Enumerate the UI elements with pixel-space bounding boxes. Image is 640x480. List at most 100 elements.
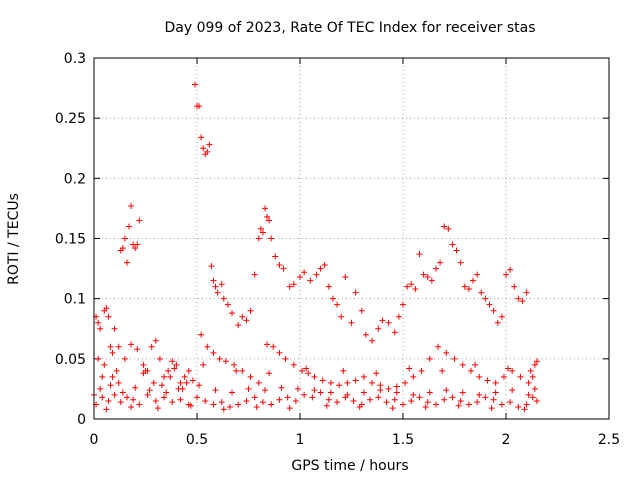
- data-point: [465, 286, 472, 293]
- data-point: [259, 399, 266, 406]
- data-point: [196, 103, 203, 110]
- data-point: [490, 396, 497, 403]
- data-point: [395, 313, 402, 320]
- data-point: [453, 247, 460, 254]
- data-point: [198, 331, 205, 338]
- data-point: [235, 401, 242, 408]
- data-point: [272, 253, 279, 260]
- data-point: [276, 261, 283, 268]
- data-point: [515, 403, 522, 410]
- data-point: [132, 384, 139, 391]
- data-point: [393, 389, 400, 396]
- y-tick-label: 0.25: [55, 111, 86, 127]
- data-point: [465, 401, 472, 408]
- data-point: [202, 397, 209, 404]
- data-point: [488, 405, 495, 412]
- data-point: [317, 389, 324, 396]
- data-point: [525, 391, 532, 398]
- data-point: [99, 394, 106, 401]
- data-point: [154, 405, 161, 412]
- data-point: [128, 403, 135, 410]
- data-point: [432, 401, 439, 408]
- data-point: [474, 399, 481, 406]
- data-point: [529, 373, 536, 380]
- data-point: [375, 394, 382, 401]
- data-point: [492, 379, 499, 386]
- data-point: [299, 367, 306, 374]
- data-point: [185, 367, 192, 374]
- data-point: [214, 289, 221, 296]
- data-point: [340, 367, 347, 374]
- data-point: [111, 325, 118, 332]
- data-point: [531, 361, 538, 368]
- data-point: [239, 367, 246, 374]
- data-point: [507, 399, 514, 406]
- x-tick-labels: 0 0.5 1 1.5 2 2.5: [90, 432, 621, 448]
- data-point: [416, 251, 423, 258]
- y-axis-label: ROTI / TECUs: [6, 193, 22, 285]
- data-point: [494, 319, 501, 326]
- data-point: [167, 373, 174, 380]
- data-point: [527, 367, 534, 374]
- data-point: [101, 361, 108, 368]
- data-point: [261, 387, 268, 394]
- data-point: [218, 399, 225, 406]
- data-point: [426, 355, 433, 362]
- data-point: [385, 385, 392, 392]
- data-point: [432, 265, 439, 272]
- data-point: [148, 343, 155, 350]
- data-point: [323, 402, 330, 409]
- data-point: [255, 379, 262, 386]
- data-point: [301, 391, 308, 398]
- data-point: [220, 295, 227, 302]
- data-point: [134, 346, 141, 353]
- data-point: [109, 373, 116, 380]
- data-point: [191, 81, 198, 88]
- data-point: [218, 281, 225, 288]
- grid: [94, 58, 609, 419]
- data-point: [97, 385, 104, 392]
- data-point: [373, 370, 380, 377]
- data-point: [264, 341, 271, 348]
- data-point: [498, 313, 505, 320]
- data-point: [309, 394, 316, 401]
- data-point: [410, 373, 417, 380]
- data-point: [113, 367, 120, 374]
- data-point: [253, 403, 260, 410]
- data-point: [525, 379, 532, 386]
- data-point: [212, 387, 219, 394]
- data-point: [511, 283, 518, 290]
- data-point: [391, 329, 398, 336]
- data-point: [229, 310, 236, 317]
- data-point: [507, 266, 514, 273]
- data-point: [505, 365, 512, 372]
- y-tick-label: 0: [77, 412, 86, 428]
- data-point: [171, 365, 178, 372]
- data-point: [119, 245, 126, 252]
- data-point: [533, 358, 540, 365]
- data-point: [158, 382, 165, 389]
- data-point: [439, 367, 446, 374]
- data-point: [282, 355, 289, 362]
- data-point: [233, 367, 240, 374]
- data-point: [165, 367, 172, 374]
- axis-ticks: [93, 57, 610, 420]
- data-point: [369, 379, 376, 386]
- data-point: [482, 295, 489, 302]
- y-tick-label: 0.15: [55, 232, 86, 248]
- data-point: [136, 217, 143, 224]
- y-tick-labels: 0 0.05 0.1 0.15 0.2 0.25 0.3: [55, 51, 86, 428]
- data-point: [517, 373, 524, 380]
- data-point: [194, 394, 200, 401]
- data-point: [521, 406, 528, 413]
- data-point: [179, 385, 186, 392]
- data-point: [243, 317, 250, 324]
- data-point: [360, 373, 367, 380]
- data-point: [286, 283, 293, 290]
- data-point: [533, 397, 540, 404]
- data-point: [292, 397, 299, 404]
- data-point: [196, 382, 203, 389]
- data-point: [492, 389, 499, 396]
- data-point: [150, 379, 157, 386]
- data-point: [451, 355, 458, 362]
